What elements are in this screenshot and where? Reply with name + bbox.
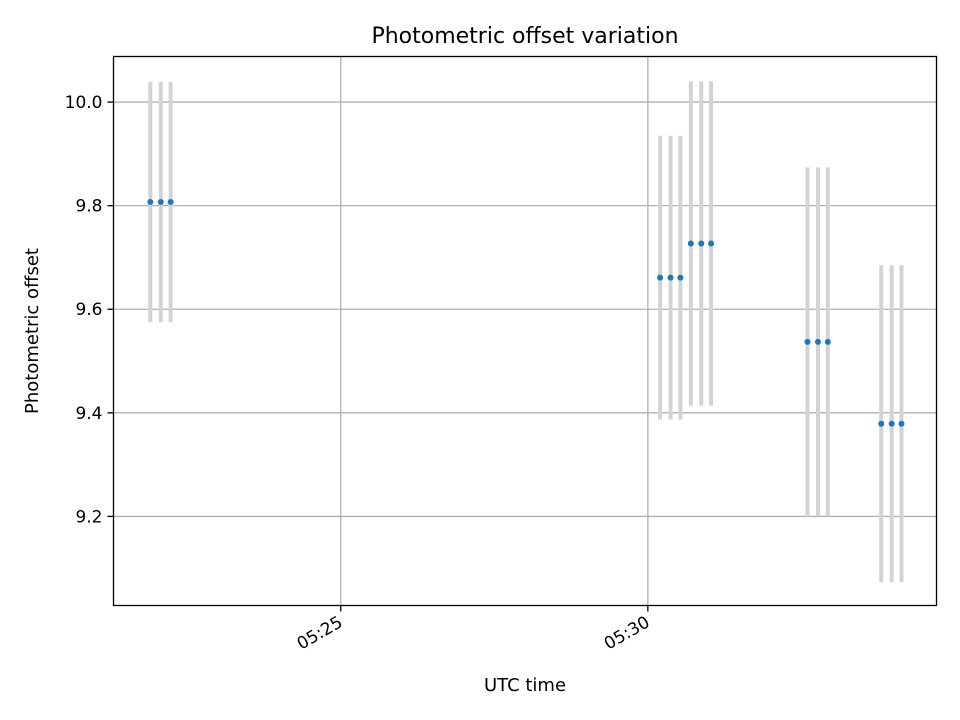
y-tick-label: 9.8 [75,197,102,217]
data-point [824,338,831,345]
y-tick-label: 9.6 [75,300,102,320]
data-point [147,199,154,206]
chart-title: Photometric offset variation [371,24,678,49]
plot-frame [112,55,938,607]
grid [113,56,937,606]
y-axis: 9.2 9.4 9.6 9.8 10.0 [65,93,114,527]
data-point [878,420,885,427]
data-point [698,240,705,247]
data-point [814,338,821,345]
data-point [157,199,164,206]
y-tick-label: 10.0 [65,93,103,113]
data-point [667,274,674,281]
data-point [898,420,905,427]
y-axis-label: Photometric offset [22,248,43,414]
data-point [708,240,715,247]
data-point [677,274,684,281]
data-point [804,338,811,345]
data-point [167,199,174,206]
y-tick-label: 9.4 [75,404,102,424]
data-points [147,199,905,427]
x-axis-label: UTC time [484,675,566,696]
data-point [657,274,664,281]
data-point [687,240,694,247]
y-tick-label: 9.2 [75,507,102,527]
data-point [888,420,895,427]
